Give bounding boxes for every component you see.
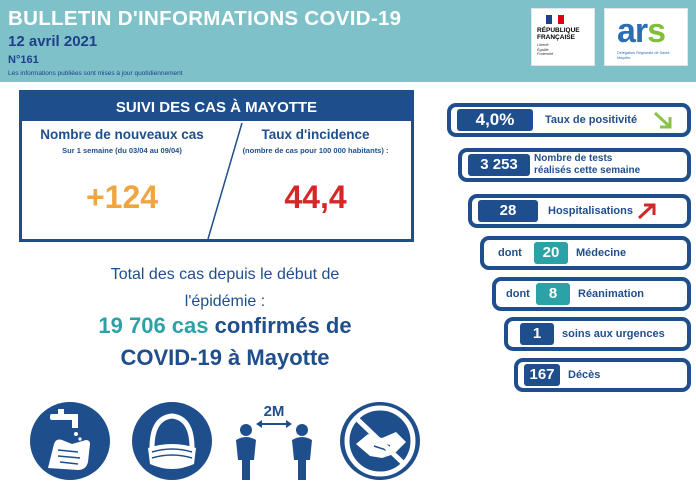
social-distance-icon: 2M [236, 403, 312, 480]
face-mask-icon [132, 402, 212, 480]
stat-hospital: 28 Hospitalisations [468, 194, 691, 228]
incidence-value: 44,4 [284, 179, 347, 215]
hospital-label: Hospitalisations [548, 205, 633, 217]
stat-urgences: 1 soins aux urgences [504, 317, 691, 351]
update-note: Les informations publiées sont mises à j… [8, 70, 183, 77]
french-flag-icon [546, 15, 564, 24]
stat-tests: 3 253 Nombre de tests réalisés cette sem… [458, 148, 691, 182]
incidence-subtitle: (nombre de cas pour 100 000 habitants) : [242, 146, 389, 155]
no-handshake-icon [340, 402, 420, 480]
stat-positivity: 4,0% Taux de positivité [447, 103, 691, 137]
reanimation-label: Réanimation [578, 288, 645, 300]
total-intro: Total des cas depuis le début de l'épidé… [110, 266, 340, 310]
positivity-value: 4,0% [457, 109, 533, 131]
new-cases-subtitle: Sur 1 semaine (du 03/04 au 09/04) [62, 146, 182, 155]
reanimation-prefix: dont [506, 288, 530, 300]
total-cases: 19 706 cas confirmés de COVID-19 à Mayot… [98, 313, 352, 370]
trend-up-icon [637, 203, 656, 220]
stat-reanimation: dont 8 Réanimation [492, 277, 691, 311]
diagonal-divider [207, 122, 243, 239]
bulletin-title: BULLETIN D'INFORMATIONS COVID-19 [8, 7, 402, 30]
bulletin-number: N°161 [8, 54, 39, 66]
suivi-cas-panel: SUIVI DES CAS À MAYOTTE Nombre de nouvea… [19, 90, 414, 242]
bulletin-date: 12 avril 2021 [8, 33, 98, 50]
republique-francaise-logo: RÉPUBLIQUE FRANÇAISE Liberté Égalité Fra… [531, 8, 595, 66]
positivity-label: Taux de positivité [545, 114, 638, 126]
incidence-title: Taux d'incidence [261, 127, 370, 142]
deces-label: Décès [568, 369, 601, 381]
medecine-value: 20 [534, 242, 568, 264]
tests-label: Nombre de tests réalisés cette semaine [534, 153, 641, 176]
panel-header: SUIVI DES CAS À MAYOTTE [22, 93, 411, 121]
total-count: 19 706 cas [98, 313, 209, 338]
new-cases-value: +124 [85, 179, 159, 215]
trend-down-icon [653, 111, 672, 129]
new-cases-block: Nombre de nouveaux cas Sur 1 semaine (du… [22, 127, 222, 155]
urgences-label: soins aux urgences [562, 328, 665, 340]
medecine-label: Médecine [576, 247, 627, 259]
stat-deces: 167 Décès [514, 358, 691, 392]
medecine-prefix: dont [498, 247, 522, 259]
new-cases-title: Nombre de nouveaux cas [40, 127, 204, 142]
stat-medecine: dont 20 Médecine [480, 236, 691, 270]
deces-value: 167 [524, 364, 560, 386]
incidence-block: Taux d'incidence (nombre de cas pour 100… [220, 127, 411, 155]
distance-label: 2M [264, 403, 285, 420]
bulletin-header: BULLETIN D'INFORMATIONS COVID-19 12 avri… [0, 0, 696, 82]
hand-washing-icon [30, 402, 110, 480]
tests-value: 3 253 [468, 154, 530, 176]
ars-logo: ars Délégation Régionale de Santé Mayott… [604, 8, 688, 66]
panel-title: SUIVI DES CAS À MAYOTTE [115, 99, 318, 116]
reanimation-value: 8 [536, 283, 570, 305]
urgences-value: 1 [520, 323, 554, 345]
hospital-value: 28 [478, 200, 538, 222]
